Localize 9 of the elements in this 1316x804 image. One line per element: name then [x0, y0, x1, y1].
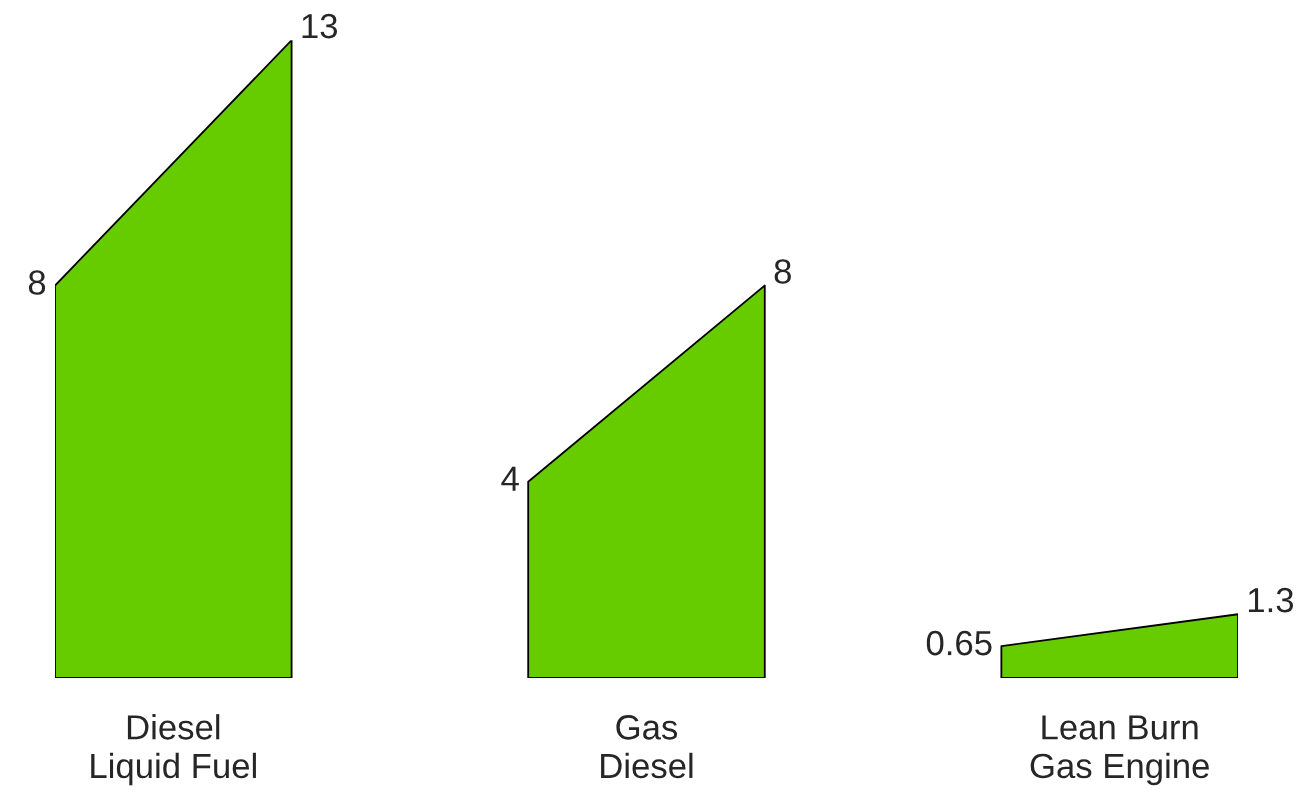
category-label: Lean Burn Gas Engine	[1030, 715, 1209, 786]
data-label: 0.65	[926, 630, 992, 656]
category-label: Gas Diesel	[601, 715, 693, 779]
data-label: 8	[28, 270, 46, 295]
data-label: 4	[501, 466, 519, 491]
data-label: 8	[774, 259, 791, 284]
data-label: 1.3	[1248, 587, 1294, 613]
data-label: 13	[302, 13, 338, 39]
category-label: Diesel Liquid Fuel	[91, 714, 256, 786]
